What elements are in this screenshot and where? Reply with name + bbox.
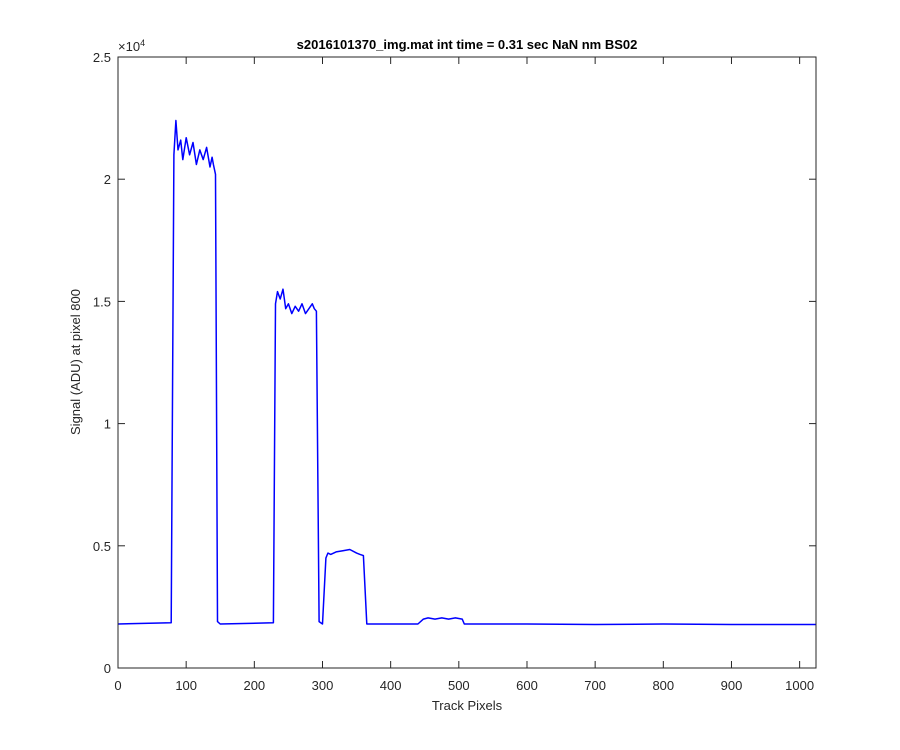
x-tick-label: 900 [721,678,743,693]
x-axis-label: Track Pixels [432,698,503,713]
series-line-0 [117,119,816,626]
x-tick-label: 600 [516,678,538,693]
x-tick-label: 1000 [785,678,814,693]
x-tick-label: 0 [114,678,121,693]
y-axis-label: Signal (ADU) at pixel 800 [68,289,83,435]
y-tick-label: 2.5 [93,50,111,65]
y-tick-label: 1.5 [93,294,111,309]
x-tick-label: 400 [380,678,402,693]
x-tick-label: 300 [312,678,334,693]
y-tick-label: 2 [104,172,111,187]
x-tick-label: 800 [652,678,674,693]
exponent-power: 4 [140,38,145,48]
y-exponent-label: ×104 [118,38,145,54]
x-tick-label: 200 [243,678,265,693]
tick-layer: 0 100 200 300 400 500 600 700 800 900 1000 0 0.5 1 1.5… [93,50,816,693]
exponent-base: ×10 [118,39,140,54]
y-tick-label: 0 [104,661,111,676]
x-tick-label: 700 [584,678,606,693]
chart-title: s2016101370_img.mat int time = 0.31 sec … [297,37,638,52]
plot-area [118,57,816,668]
y-tick-label: 1 [104,417,111,432]
svg-text:×104: ×104 [118,38,145,54]
x-tick-label: 500 [448,678,470,693]
y-tick-label: 0.5 [93,539,111,554]
x-tick-label: 100 [175,678,197,693]
line-layer [117,119,816,626]
axes-box [117,56,817,669]
